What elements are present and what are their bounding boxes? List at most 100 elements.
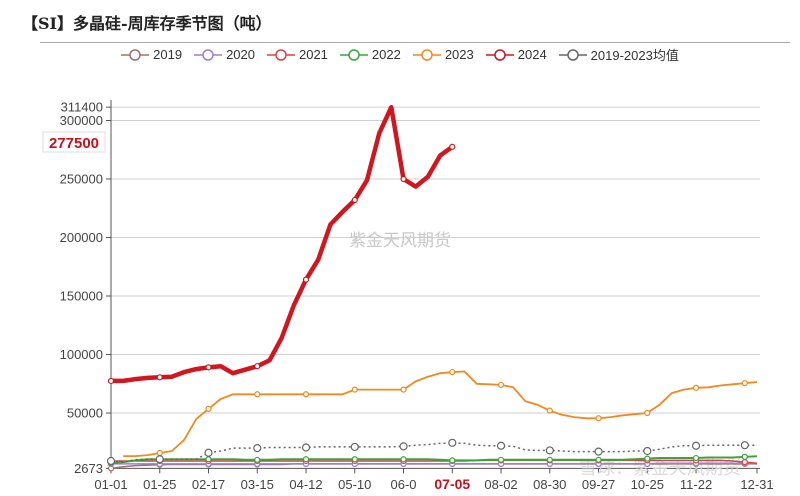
data-point [302,456,310,463]
data-point [254,456,261,463]
y-tick-label: 2673 [74,461,103,476]
current-value-label: 277500 [42,131,106,153]
legend-marker-icon [266,48,295,61]
data-point [545,446,554,455]
chart-title: 【SI】多晶硅-周库存季节图（吨） [22,14,272,33]
data-point [205,405,212,413]
data-point [740,441,749,450]
current-value-box [42,131,106,153]
data-point [496,441,506,450]
data-point [644,455,651,462]
x-tick-label: 01-25 [143,477,176,492]
y-tick-label: 300000 [60,113,103,128]
legend-marker-icon [412,48,441,61]
data-point [302,276,310,283]
series-2024 [107,104,456,385]
legend-item[interactable]: 2023 [412,45,474,64]
x-tick-label: 01-01 [94,477,127,492]
x-tick-label: 04-12 [289,477,322,492]
data-point [351,196,358,204]
data-point [691,441,701,450]
data-point [595,415,602,422]
x-tick-label: 10-25 [631,477,664,492]
legend-marker-icon [558,48,587,61]
data-point [497,381,505,389]
data-point [301,443,311,452]
data-point [302,391,310,398]
legend-item[interactable]: 2019 [121,45,182,64]
data-point [692,454,700,462]
x-tick-label: 03-15 [241,477,274,492]
data-point [351,456,358,463]
data-point [156,374,163,381]
legend-marker-icon [485,48,514,61]
data-point [253,444,262,453]
data-point [400,456,407,463]
data-point [449,143,456,150]
data-point [594,447,603,456]
data-point [741,453,748,460]
data-point [595,456,602,463]
data-point [497,456,505,463]
data-point [155,455,164,464]
legend: 2019 2020 2021 2022 2023 2024 2019-2023均值 [0,45,800,64]
series-line [111,104,454,384]
legend-label: 2019 [153,47,183,62]
legend-item[interactable]: 2021 [266,45,328,64]
y-tick-label: 100000 [60,347,103,362]
data-point [400,175,407,183]
data-point [350,442,359,452]
data-point [254,391,261,398]
data-point [156,449,163,457]
data-point [351,386,358,393]
title-divider [40,42,790,43]
watermark: 紫金天风期货 [349,231,451,250]
data-point [692,384,700,391]
data-point [399,442,408,451]
x-tick-label: 07-05 [434,476,470,492]
legend-label: 2023 [444,47,474,62]
series-2019-2023均值 [106,438,757,466]
data-point [546,407,553,414]
data-point [107,377,115,385]
y-tick-label: 311400 [61,100,103,115]
legend-item[interactable]: 2022 [339,45,401,64]
x-tick-label: 12-31 [740,477,773,492]
legend-label: 2022 [371,47,401,62]
y-tick-label: 150000 [60,289,103,304]
series-line [123,370,758,457]
x-tick-label: 02-17 [192,477,225,492]
legend-item[interactable]: 2019-2023均值 [558,45,679,64]
x-tick-label: 09-27 [582,477,615,492]
data-point [741,459,748,466]
legend-label: 2020 [226,47,255,62]
data-point [449,457,456,464]
data-point [644,409,651,417]
y-tick-label: 50000 [67,406,103,421]
legend-item[interactable]: 2024 [485,45,547,64]
x-tick-label: 05-10 [338,477,371,492]
legend-label: 2019-2023均值 [590,48,679,63]
data-point [400,386,407,393]
legend-marker-icon [339,48,368,61]
data-point [741,380,748,387]
x-tick-label: 08-02 [484,477,517,492]
y-tick-label: 200000 [60,230,103,245]
data-point [205,456,212,463]
legend-label: 2021 [298,47,328,62]
x-tick-label: 06-0 [391,477,417,492]
data-point [254,363,261,370]
data-point [449,368,456,376]
legend-marker-icon [121,48,150,61]
data-point [448,438,457,447]
legend-item[interactable]: 2020 [194,45,255,64]
current-value-text: 277500 [49,135,99,152]
data-point [106,456,116,466]
data-point [546,456,553,463]
legend-label: 2024 [517,47,547,62]
data-point [643,446,652,456]
y-tick-label: 250000 [60,172,103,187]
legend-marker-icon [194,48,223,61]
x-tick-label: 11-22 [680,477,712,492]
